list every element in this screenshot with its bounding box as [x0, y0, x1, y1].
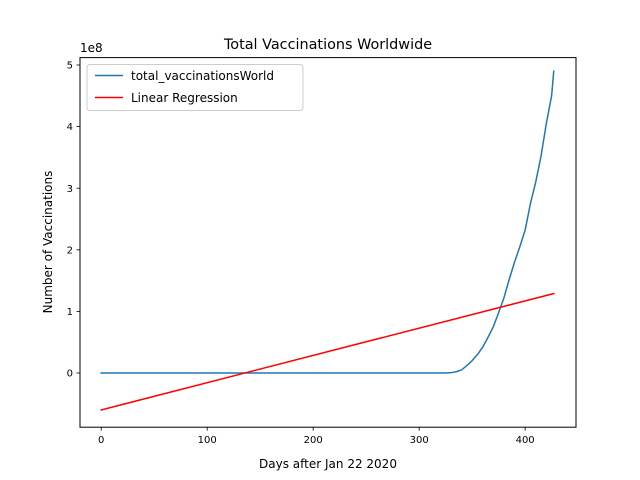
x-axis-label: Days after Jan 22 2020 — [259, 457, 397, 471]
y-axis-label: Number of Vaccinations — [41, 171, 55, 314]
legend-box — [86, 64, 304, 111]
x-tick-label: 200 — [304, 435, 323, 446]
y-tick-label: 4 — [67, 122, 73, 133]
series-line-1 — [100, 292, 555, 411]
y-tick-label: 2 — [67, 245, 73, 256]
tick-layer: 0 100 200 300 400 0 1 2 3 4 5 — [67, 61, 535, 447]
x-tick-label: 0 — [98, 435, 104, 446]
y-tick-label: 5 — [67, 61, 73, 72]
plot-layer — [100, 70, 555, 411]
x-tick-label: 100 — [198, 435, 217, 446]
legend-label-1: Linear Regression — [131, 91, 238, 105]
x-tick-label: 300 — [410, 435, 429, 446]
y-tick-label: 3 — [67, 184, 73, 195]
y-tick-label: 0 — [67, 369, 73, 380]
legend: total_vaccinationsWorld Linear Regression — [86, 64, 304, 111]
x-tick-label: 400 — [516, 435, 535, 446]
axes-frame — [79, 57, 577, 428]
y-axis-offset-label: 1e8 — [80, 41, 103, 55]
legend-label-0: total_vaccinationsWorld — [131, 69, 274, 83]
chart-title: Total Vaccinations Worldwide — [223, 37, 432, 53]
y-tick-label: 1 — [67, 307, 73, 318]
series-line-0 — [100, 70, 555, 374]
